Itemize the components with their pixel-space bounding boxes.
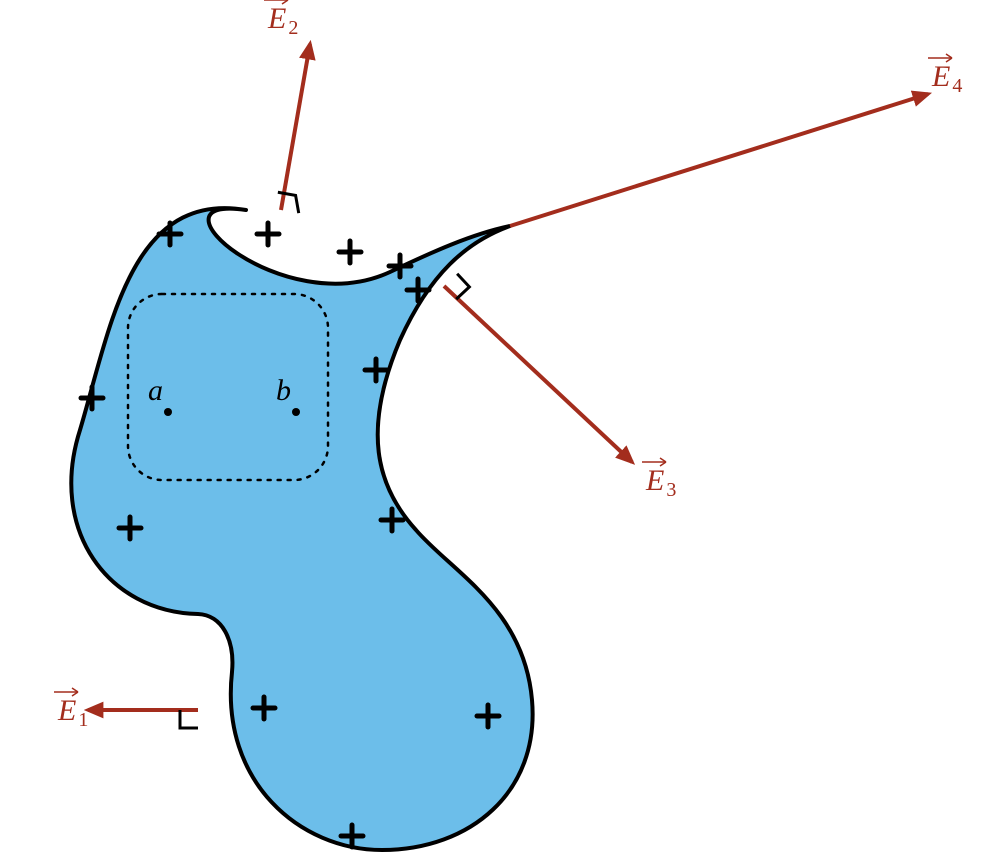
vector-E3 xyxy=(444,286,632,462)
vector-label-E1: E1 xyxy=(57,694,88,731)
point-b xyxy=(292,408,300,416)
vector-label-E4: E4 xyxy=(931,60,962,97)
right-angle-marker xyxy=(180,710,198,728)
charge-plus xyxy=(257,223,279,245)
point-label-a: a xyxy=(148,374,163,407)
vector-E4 xyxy=(510,94,928,226)
vector-label-E3: E3 xyxy=(645,464,676,501)
point-a xyxy=(164,408,172,416)
point-label-b: b xyxy=(276,374,291,407)
right-angle-marker xyxy=(456,274,469,299)
vector-E2 xyxy=(281,44,310,210)
vector-label-E2: E2 xyxy=(267,2,298,39)
charge-plus xyxy=(339,241,361,263)
physics-diagram: a b E1 E2 E3 E4 xyxy=(0,0,984,868)
